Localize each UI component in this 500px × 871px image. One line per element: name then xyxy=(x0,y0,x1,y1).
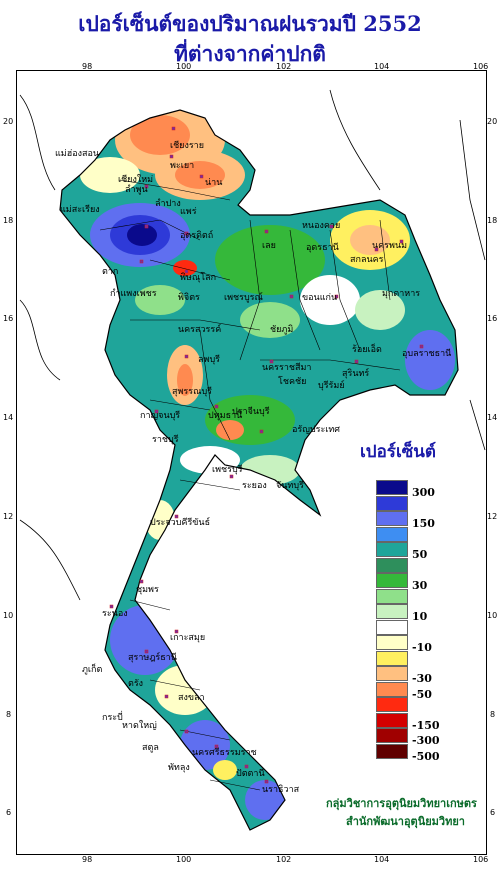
legend-label: -10 xyxy=(412,641,432,654)
legend-swatch xyxy=(376,728,408,743)
y-tick-left-16: 16 xyxy=(3,314,14,323)
legend-label: -30 xyxy=(412,672,432,685)
legend-swatch xyxy=(376,697,408,712)
x-tick-top-98: 98 xyxy=(82,62,93,71)
x-tick-bottom-98: 98 xyxy=(82,855,93,864)
map-title-line2: ที่ต่างจากค่าปกติ xyxy=(174,41,326,66)
y-tick-left-12: 12 xyxy=(3,512,14,521)
legend-label: 50 xyxy=(412,548,428,561)
x-tick-bottom-106: 106 xyxy=(473,855,489,864)
legend-swatch xyxy=(376,650,408,666)
legend-swatch xyxy=(376,619,408,635)
legend-swatch xyxy=(376,573,408,588)
legend-label: 30 xyxy=(412,579,428,592)
x-tick-top-106: 106 xyxy=(473,62,489,71)
legend-swatch xyxy=(376,588,408,604)
x-tick-top-104: 104 xyxy=(374,62,390,71)
legend-label: -50 xyxy=(412,687,432,701)
legend-label: -150 xyxy=(412,718,440,732)
credit-line2: สำนักพัฒนาอุตุนิยมวิทยา xyxy=(346,815,465,828)
thailand-outline xyxy=(59,109,459,831)
x-tick-top-100: 100 xyxy=(176,62,192,71)
legend-swatch xyxy=(376,526,408,542)
y-tick-left-18: 18 xyxy=(3,216,14,225)
neighbour-borders xyxy=(19,89,486,601)
x-tick-bottom-102: 102 xyxy=(276,855,292,864)
legend-label: 10 xyxy=(412,610,428,623)
y-tick-left-14: 14 xyxy=(3,413,14,422)
y-tick-right-16: 16 xyxy=(487,314,498,323)
y-tick-right-8: 8 xyxy=(490,710,496,719)
legend-label: 300 xyxy=(412,486,435,499)
legend-swatch xyxy=(376,557,408,573)
credit-line1: กลุ่มวิชาการอุตุนิยมวิทยาเกษตร xyxy=(326,797,477,810)
y-tick-left-8: 8 xyxy=(6,710,12,719)
y-tick-right-10: 10 xyxy=(487,611,498,620)
y-tick-right-14: 14 xyxy=(487,413,498,422)
legend-swatch xyxy=(376,604,408,619)
legend-swatch xyxy=(376,480,408,495)
y-tick-left-20: 20 xyxy=(3,117,14,126)
legend-swatch xyxy=(376,495,408,511)
y-tick-left-10: 10 xyxy=(3,611,14,620)
legend-swatch xyxy=(376,666,408,681)
legend-swatch xyxy=(376,712,408,728)
map-title-line1: เปอร์เซ็นต์ของปริมาณฝนรวมปี 2552 xyxy=(78,11,422,36)
province-boundaries xyxy=(99,179,401,791)
station-markers xyxy=(109,126,424,784)
legend-label: -300 xyxy=(412,734,440,747)
legend-swatch xyxy=(376,511,408,526)
x-tick-top-102: 102 xyxy=(276,62,292,71)
legend-swatch xyxy=(376,635,408,650)
legend-label: -500 xyxy=(412,749,440,763)
y-tick-right-6: 6 xyxy=(490,808,496,817)
y-tick-right-12: 12 xyxy=(487,512,498,521)
y-tick-right-20: 20 xyxy=(487,117,498,126)
legend-title: เปอร์เซ็นต์ xyxy=(360,442,436,462)
legend-swatch xyxy=(376,681,408,697)
legend-swatch xyxy=(376,542,408,557)
y-tick-right-18: 18 xyxy=(487,216,498,225)
legend-swatch xyxy=(376,743,408,759)
x-tick-bottom-100: 100 xyxy=(176,855,192,864)
x-tick-bottom-104: 104 xyxy=(374,855,390,864)
y-tick-left-6: 6 xyxy=(6,808,12,817)
legend-label: 150 xyxy=(412,517,435,530)
